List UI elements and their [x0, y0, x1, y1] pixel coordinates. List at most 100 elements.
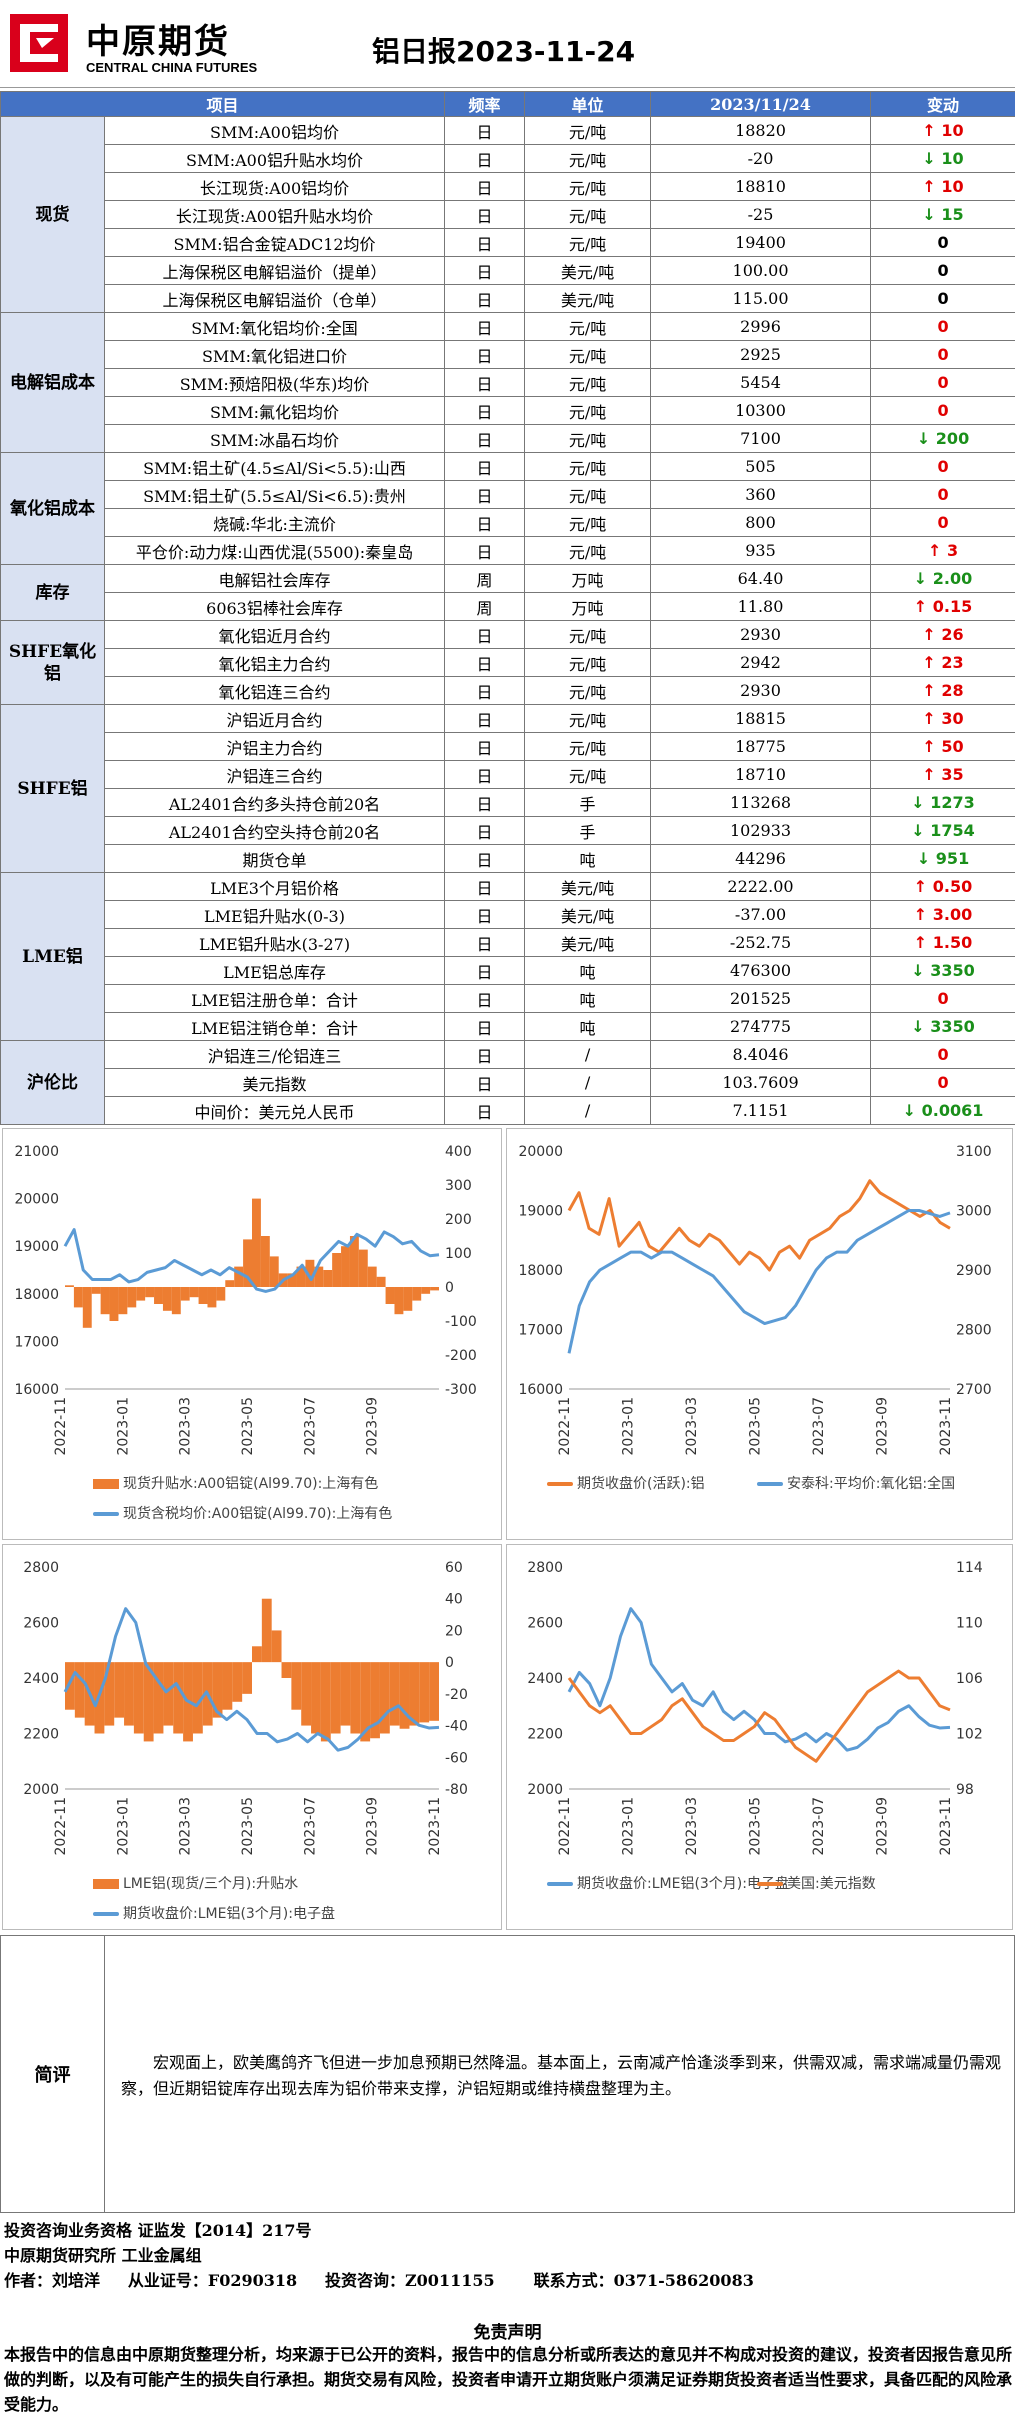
cell-change: 0: [870, 984, 1015, 1013]
legend-label: 现货含税均价:A00铝锭(Al99.70):上海有色: [123, 1506, 393, 1522]
bar-mark: [82, 1287, 92, 1328]
x-tick-label: 2023-11: [938, 1797, 954, 1856]
arrow-up-icon: ↑: [922, 737, 942, 756]
bar-mark: [421, 1287, 431, 1294]
cell-value: 18815: [650, 704, 872, 733]
arrow-down-icon: ↓: [911, 1017, 931, 1036]
bar-mark: [222, 1662, 233, 1710]
y-right-tick-label: 3100: [956, 1144, 992, 1160]
bar-mark: [133, 1662, 144, 1734]
cell-item: SMM:冰晶石均价: [103, 424, 446, 453]
arrow-down-icon: ↓: [922, 149, 942, 168]
legend-line-swatch: [757, 1882, 783, 1886]
y-left-tick-label: 2800: [23, 1560, 59, 1576]
y-right-tick-label: 106: [956, 1671, 983, 1687]
change-value: 30: [941, 709, 964, 728]
bar-mark: [216, 1287, 226, 1301]
cell-unit: 元/吨: [524, 620, 652, 649]
arrow-up-icon: ↑: [922, 681, 942, 700]
y-left-tick-label: 16000: [14, 1382, 59, 1398]
cell-item: SMM:预焙阳极(华东)均价: [103, 368, 446, 397]
cell-value: 800: [650, 508, 872, 537]
cell-unit: 元/吨: [524, 340, 652, 369]
change-value: 15: [941, 205, 964, 224]
cell-value: 103.7609: [650, 1068, 872, 1097]
arrow-down-icon: ↓: [911, 793, 931, 812]
table-row: 上海保税区电解铝溢价（提单）日美元/吨 100.00 0: [1, 256, 1015, 285]
cell-freq: 日: [444, 648, 526, 677]
bar-mark: [399, 1662, 410, 1729]
cell-unit: 元/吨: [524, 396, 652, 425]
cell-value: 8.4046: [650, 1040, 872, 1069]
y-right-tick-label: 200: [445, 1212, 472, 1228]
table-row: SMM:A00铝升贴水均价日元/吨 -20 ↓ 10: [1, 144, 1015, 173]
table-row: LME铝 LME3个月铝价格日美元/吨 2222.00 ↑ 0.50: [0, 872, 1015, 1041]
legend-line-swatch: [93, 1512, 119, 1516]
cell-freq: 日: [444, 844, 526, 873]
cell-item: 6063铝棒社会库存: [103, 592, 446, 621]
change-value: 0: [937, 261, 949, 280]
y-right-tick-label: 102: [956, 1727, 983, 1743]
bar-mark: [225, 1280, 235, 1287]
table-row: 沪铝主力合约日元/吨 18775 ↑ 50: [1, 732, 1015, 761]
bar-mark: [360, 1662, 371, 1742]
table-row: SMM:铝合金锭ADC12均价日元/吨 19400 0: [1, 228, 1015, 257]
bar-mark: [281, 1662, 292, 1678]
cell-value: 274775: [650, 1012, 872, 1041]
cell-item: 期货仓单: [103, 844, 446, 873]
arrow-up-icon: ↑: [913, 877, 933, 896]
bar-mark: [314, 1266, 324, 1287]
table-row: 沪铝连三合约日元/吨 18710 ↑ 35: [1, 760, 1015, 789]
x-tick-label: 2023-11: [427, 1797, 443, 1856]
cell-unit: 元/吨: [524, 704, 652, 733]
cell-freq: 日: [444, 1040, 526, 1069]
cell-freq: 日: [444, 900, 526, 929]
x-tick-label: 2023-03: [684, 1797, 700, 1856]
cell-unit: 元/吨: [524, 508, 652, 537]
bar-mark: [296, 1266, 306, 1287]
cell-value: -20: [650, 144, 872, 173]
cell-change: ↑ 0.50: [870, 872, 1015, 901]
cell-unit: 元/吨: [524, 536, 652, 565]
change-value: 50: [941, 737, 964, 756]
chart-lme-vs-usd: 2800 2600 2400 2200 2000 114 110 106 102 98 2022-1…: [506, 1544, 1013, 1930]
cell-unit: /: [524, 1068, 652, 1097]
table-row: 平仓价:动力煤:山西优混(5500):秦皇岛日元/吨 935 ↑ 3: [1, 536, 1015, 565]
group-label: 氧化铝成本: [0, 452, 105, 565]
x-tick-label: 2023-09: [365, 1397, 381, 1456]
change-value: 3350: [930, 961, 975, 980]
y-left-tick-label: 2200: [23, 1727, 59, 1743]
y-right-tick-label: -40: [445, 1719, 468, 1735]
cell-item: 沪铝主力合约: [103, 732, 446, 761]
cell-value: 18810: [650, 172, 872, 201]
cell-value: -25: [650, 200, 872, 229]
legend-line-swatch: [93, 1912, 119, 1916]
bar-mark: [349, 1236, 359, 1287]
cell-unit: 元/吨: [524, 676, 652, 705]
table-row: 沪伦比 沪铝连三/伦铝连三日/8.4046 0: [0, 1040, 1015, 1125]
cell-change: ↓ 15: [870, 200, 1015, 229]
cell-change: ↑ 3: [870, 536, 1015, 565]
bar-mark: [305, 1259, 315, 1287]
change-value: 951: [935, 849, 970, 868]
cell-item: 氧化铝近月合约: [103, 620, 446, 649]
bar-mark: [376, 1276, 386, 1287]
y-right-tick-label: 114: [956, 1560, 983, 1576]
cell-value: 7.1151: [650, 1096, 872, 1125]
arrow-up-icon: ↑: [913, 597, 933, 616]
cell-item: 长江现货:A00铝升贴水均价: [103, 200, 446, 229]
bar-mark: [104, 1662, 115, 1726]
cell-freq: 日: [444, 928, 526, 957]
cell-change: ↑ 10: [870, 172, 1015, 201]
bar-mark: [73, 1287, 83, 1308]
cell-item: SMM:A00铝升贴水均价: [103, 144, 446, 173]
arrow-up-icon: ↑: [922, 625, 942, 644]
bar-mark: [207, 1287, 217, 1308]
bar-mark: [389, 1662, 400, 1726]
y-left-tick-label: 2600: [23, 1616, 59, 1632]
cell-change: ↑ 0.15: [870, 592, 1015, 621]
cell-unit: 元/吨: [524, 172, 652, 201]
cell-item: LME铝注销仓单：合计: [103, 1012, 446, 1041]
bar-mark: [330, 1662, 341, 1734]
cell-change: 0: [870, 284, 1015, 313]
